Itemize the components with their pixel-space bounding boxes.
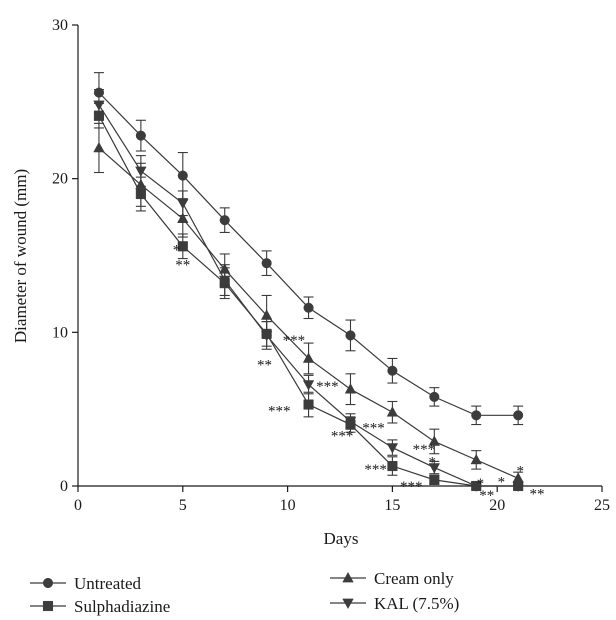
y-tick-label: 20 (52, 171, 68, 188)
data-point (93, 100, 105, 111)
significance-label: *** (400, 479, 423, 495)
significance-label: * (517, 464, 525, 480)
data-point (429, 391, 440, 402)
data-point (344, 383, 357, 394)
legend-marker (342, 571, 354, 583)
legend-marker (342, 598, 354, 610)
data-point (470, 453, 482, 465)
data-point (428, 463, 441, 474)
series-line (98, 104, 519, 487)
x-tick-label: 5 (179, 497, 187, 514)
data-point (386, 443, 399, 454)
significance-label: *** (331, 428, 354, 444)
legend-item: KAL (7.5%) (330, 594, 459, 613)
y-tick-label: 0 (60, 478, 68, 495)
x-tick-label: 10 (280, 497, 296, 514)
significance-label: *** (283, 333, 306, 349)
data-point (470, 481, 482, 493)
x-axis-title: Days (324, 529, 359, 548)
legend-label: Sulphadiazine (74, 597, 170, 616)
data-point (135, 166, 147, 178)
data-point (261, 258, 272, 269)
significance-label: * (428, 454, 436, 470)
data-point (471, 410, 482, 421)
data-point (260, 331, 273, 342)
legend-item: Untreated (30, 574, 142, 593)
legend-marker (42, 577, 54, 589)
data-point (177, 170, 188, 181)
series-0 (93, 72, 524, 426)
significance-label: *** (362, 421, 385, 437)
data-point (303, 399, 314, 410)
significance-label: ** (479, 488, 494, 504)
data-point (387, 365, 398, 376)
data-point (344, 417, 357, 428)
x-tick-label: 0 (74, 497, 82, 514)
x-tick-label: 20 (489, 497, 505, 514)
data-point (345, 330, 356, 341)
data-point (386, 406, 399, 417)
data-point (303, 302, 314, 313)
significance-label: * (173, 242, 181, 258)
data-point (177, 212, 189, 223)
significance-label: * (498, 474, 506, 490)
significance-label: ** (530, 487, 545, 503)
data-point (387, 460, 398, 472)
data-point (219, 275, 231, 287)
significance-label: ** (175, 258, 190, 274)
significance-label: *** (316, 379, 339, 395)
legend-item: Cream only (330, 569, 454, 588)
y-tick-label: 30 (52, 17, 68, 34)
data-point (177, 198, 189, 210)
y-axis-title: Diameter of wound (mm) (11, 169, 30, 343)
significance-label: ** (257, 358, 272, 374)
legend-label: Untreated (74, 574, 142, 593)
legend-label: KAL (7.5%) (374, 594, 459, 613)
series-3 (93, 88, 524, 493)
data-point (135, 130, 146, 141)
data-point (93, 141, 105, 153)
data-point (219, 215, 230, 226)
data-point (428, 435, 441, 446)
significance-label: * (477, 476, 485, 492)
y-tick-label: 10 (52, 324, 68, 341)
data-point (260, 309, 273, 320)
legend: Untreated Sulphadiazine Cream only KAL (7.5… (30, 569, 459, 616)
legend-item: Sulphadiazine (30, 597, 170, 616)
axes: 0 5 10 15 20 25 0 10 20 30 (52, 17, 610, 514)
significance-label: *** (268, 404, 291, 420)
data-point (429, 474, 440, 485)
data-point (302, 380, 315, 391)
series-layer (93, 72, 524, 493)
significance-label: *** (364, 462, 387, 478)
x-tick-label: 25 (594, 497, 610, 514)
series-2 (93, 122, 524, 486)
data-point (177, 241, 188, 252)
legend-marker (42, 600, 54, 612)
significance-label: *** (413, 442, 436, 458)
x-tick-label: 15 (384, 497, 400, 514)
significance-annotations: ****************************** * **** ** (173, 242, 545, 504)
data-point (302, 352, 315, 363)
data-point (513, 410, 524, 421)
data-point (512, 481, 524, 493)
legend-label: Cream only (374, 569, 454, 588)
